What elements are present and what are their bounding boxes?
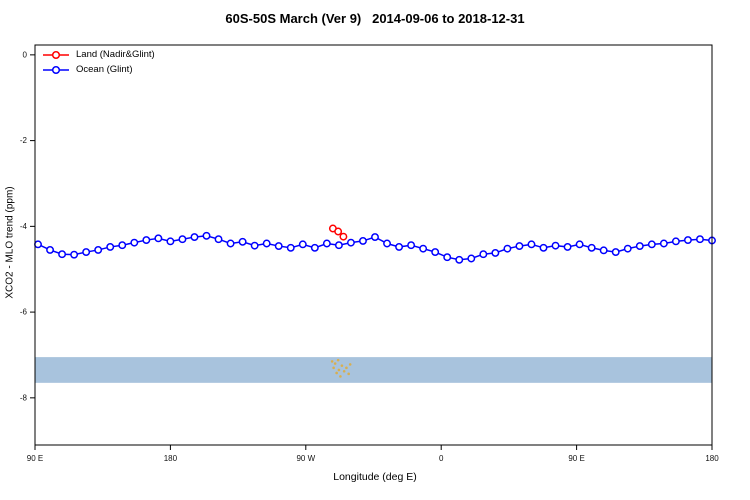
footprint-dot (332, 366, 335, 370)
x-tick-label: 0 (439, 454, 444, 463)
data-point-marker (190, 233, 199, 242)
data-point-marker (419, 244, 428, 253)
data-point-marker (130, 238, 139, 247)
x-tick-label: 90 E (27, 454, 43, 463)
data-point-marker (611, 248, 620, 257)
data-point-marker (479, 250, 488, 259)
data-point-marker (202, 231, 211, 240)
data-point-marker (178, 235, 187, 244)
data-point-marker (334, 227, 343, 236)
data-point-marker (46, 245, 54, 254)
data-point-marker (250, 241, 259, 250)
data-point-marker (587, 243, 596, 252)
legend-marker-ocean-icon (43, 65, 69, 74)
data-point-marker (82, 248, 91, 257)
data-point-marker (599, 246, 608, 255)
data-point-marker (334, 241, 343, 250)
data-point-marker (238, 237, 247, 246)
data-point-marker (683, 236, 692, 245)
footprint-dot (345, 366, 348, 370)
data-point-marker (166, 237, 175, 246)
data-point-marker (346, 238, 355, 247)
chart-title: 60S-50S March (Ver 9) 2014-09-06 to 2018… (225, 11, 525, 26)
footprint-dot (339, 375, 342, 378)
data-point-marker (226, 239, 235, 248)
plot-border (34, 44, 713, 446)
footprint-dot (337, 368, 341, 372)
data-point-marker (647, 240, 656, 249)
legend-item-land: Land (Nadir&Glint) (41, 47, 155, 62)
y-tick-label: -6 (20, 308, 28, 317)
footprint-dot (347, 372, 350, 376)
legend-item-ocean: Ocean (Glint) (41, 62, 155, 77)
data-point-marker (310, 243, 319, 252)
data-point-marker (58, 250, 67, 259)
data-point-marker (339, 232, 348, 241)
data-point-marker (286, 243, 295, 252)
data-point-marker (503, 244, 512, 253)
data-point-marker (274, 242, 283, 251)
data-point-marker (118, 241, 127, 250)
data-point-marker (359, 236, 367, 245)
data-point-marker (70, 250, 79, 259)
data-point-marker (407, 241, 416, 250)
data-point-marker (527, 240, 536, 249)
footprint-dot (336, 358, 340, 362)
y-axis-label: XCO2 - MLO trend (ppm) (4, 186, 16, 299)
legend-circle-ocean (51, 65, 61, 74)
data-point-marker (214, 235, 223, 244)
footprint-dot (342, 369, 346, 373)
data-point-marker (34, 240, 42, 249)
footprint-dot (335, 371, 338, 375)
data-point-marker (551, 241, 560, 250)
x-tick-label: 90 E (568, 454, 584, 463)
legend-label-ocean: Ocean (Glint) (76, 64, 133, 75)
x-tick-label: 180 (164, 454, 178, 463)
y-tick-label: -4 (20, 222, 28, 231)
data-point-marker (563, 242, 572, 251)
data-point-marker (659, 239, 668, 248)
footprint-dot (340, 364, 344, 367)
data-point-marker (371, 233, 379, 242)
data-point-marker (431, 248, 440, 257)
data-point-marker (539, 243, 548, 252)
data-point-marker (467, 254, 476, 263)
data-point-marker (142, 236, 151, 245)
y-tick-label: -8 (20, 393, 28, 402)
legend: Land (Nadir&Glint) Ocean (Glint) (41, 47, 155, 77)
data-point-marker (262, 239, 271, 248)
footprint-dot (333, 362, 337, 365)
data-point-marker (94, 245, 103, 254)
legend-circle-land (51, 50, 61, 59)
legend-label-land: Land (Nadir&Glint) (76, 49, 155, 60)
legend-marker-land-icon (43, 50, 69, 59)
data-point-marker (623, 244, 632, 253)
y-tick-label: 0 (23, 50, 28, 59)
data-point-marker (383, 239, 391, 248)
x-tick-label: 90 W (296, 454, 315, 463)
data-point-marker (154, 234, 163, 243)
data-point-marker (696, 235, 704, 244)
data-point-marker (491, 248, 500, 257)
data-point-marker (455, 255, 464, 264)
data-point-marker (298, 240, 307, 249)
footprint-dot (348, 363, 352, 366)
data-point-marker (443, 253, 452, 262)
y-tick-label: -2 (20, 136, 28, 145)
footprint-dot (330, 360, 334, 363)
data-point-marker (106, 242, 115, 251)
latitude-band (35, 357, 712, 383)
data-point-marker (322, 239, 331, 248)
data-point-marker (515, 242, 524, 251)
x-tick-label: 180 (705, 454, 719, 463)
data-point-marker (671, 237, 680, 246)
data-point-marker (395, 242, 404, 251)
data-point-marker (635, 242, 644, 251)
x-axis-label: Longitude (deg E) (333, 471, 417, 483)
data-point-marker (575, 240, 584, 249)
